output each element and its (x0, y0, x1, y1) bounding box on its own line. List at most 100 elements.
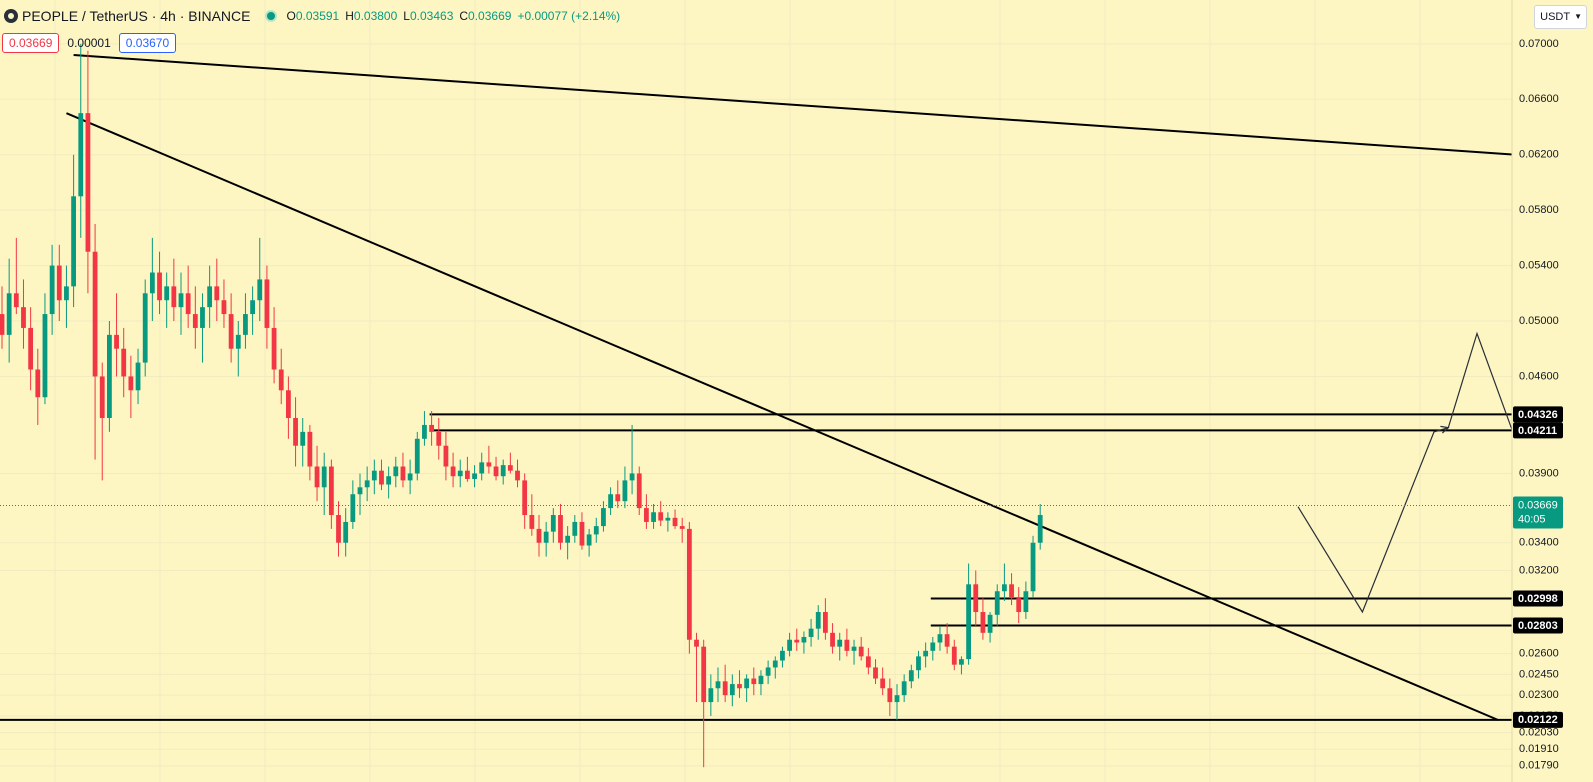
candle (987, 612, 993, 643)
candle-body (414, 438, 420, 474)
candle (823, 598, 828, 640)
candle (658, 501, 664, 527)
arrow-head-icon (1440, 425, 1450, 434)
candle (500, 459, 506, 485)
candle-body (450, 466, 456, 477)
candle (558, 503, 563, 550)
candle-body (149, 272, 155, 294)
candle (336, 501, 341, 557)
candle (99, 362, 105, 481)
currency-selector[interactable]: USDT ▼ (1534, 5, 1587, 29)
candle-body (257, 279, 263, 301)
candle-body (701, 646, 707, 703)
candle-body (457, 470, 463, 477)
candle (679, 517, 685, 543)
grid (0, 0, 1512, 782)
symbol-title[interactable]: PEOPLE / TetherUS · 4h · BINANCE (22, 8, 251, 24)
candle (572, 515, 578, 543)
price-tick-label: 0.03900 (1519, 467, 1559, 479)
candle-body (56, 265, 62, 301)
candle-body (751, 678, 757, 685)
candle (121, 327, 127, 398)
candle (357, 473, 363, 516)
price-axis-background (1512, 0, 1593, 782)
candle-body (500, 465, 506, 477)
candle-body (49, 265, 55, 315)
level-price-tag (1513, 711, 1563, 728)
last-price-tag (1513, 496, 1563, 529)
candle-body (250, 300, 255, 315)
candle (85, 50, 91, 294)
candle (593, 517, 599, 543)
candle-body (171, 286, 177, 308)
candle (422, 411, 427, 446)
candle (522, 473, 528, 529)
market-status-icon (264, 10, 277, 22)
candle (472, 465, 477, 488)
candle (465, 456, 470, 482)
candle-body (293, 418, 298, 446)
candle (851, 639, 857, 665)
candle (164, 272, 170, 328)
price-change: +0.00077 (+2.14%) (517, 9, 621, 23)
candle-body (400, 466, 406, 481)
candle-body (787, 639, 792, 651)
candle-body (729, 684, 735, 696)
candle (923, 642, 929, 668)
candle (629, 424, 635, 495)
candle-body (407, 473, 413, 481)
candle (386, 466, 392, 499)
candle-body (465, 470, 470, 479)
candle-body (644, 508, 649, 522)
candle (35, 348, 41, 425)
candle (278, 348, 284, 405)
candle-body (371, 470, 377, 481)
candle-body (658, 512, 664, 521)
candle-body (565, 535, 571, 543)
candle-body (507, 465, 513, 471)
candle-body (987, 614, 993, 633)
candle-body (200, 307, 205, 328)
candle (379, 459, 384, 491)
candle (400, 452, 406, 488)
price-axis[interactable]: 0.07000 0.06600 0.06200 0.05800 0.05400 0.050… (1511, 0, 1593, 782)
candle-body (923, 650, 929, 657)
candle (608, 487, 613, 516)
candle (407, 459, 413, 495)
candle (28, 307, 34, 391)
candle (708, 674, 714, 716)
buy-button[interactable]: 0.03670 (118, 33, 177, 53)
candle-body (601, 508, 606, 527)
candle (908, 664, 914, 689)
candle (916, 650, 921, 679)
level-price-tag (1513, 590, 1563, 607)
candle-body (42, 314, 48, 398)
price-tick-label: 0.05000 (1519, 315, 1559, 327)
sell-button[interactable]: 0.03669 (2, 33, 60, 53)
candle-body (744, 678, 750, 689)
candle (64, 265, 69, 328)
candle (235, 321, 241, 377)
trendline (66, 112, 1499, 722)
candle-body (887, 688, 893, 703)
level-price-label: 0.02998 (1518, 593, 1558, 605)
candle-body (336, 515, 341, 543)
candle-body (214, 286, 220, 301)
candle (729, 674, 735, 707)
candle (178, 272, 184, 335)
price-tick-label: 0.05400 (1519, 259, 1559, 271)
symbol-logo-icon (4, 9, 18, 23)
candle-body (543, 531, 549, 543)
level-price-tag (1513, 406, 1563, 423)
candle-body (1016, 598, 1022, 613)
candle (665, 512, 671, 532)
candle (865, 648, 871, 675)
candle (429, 411, 434, 446)
price-tick-label: 0.01910 (1519, 743, 1559, 755)
candle (343, 508, 349, 557)
candle-body (780, 650, 785, 661)
candle-body (321, 466, 327, 488)
candle-body (307, 431, 313, 467)
